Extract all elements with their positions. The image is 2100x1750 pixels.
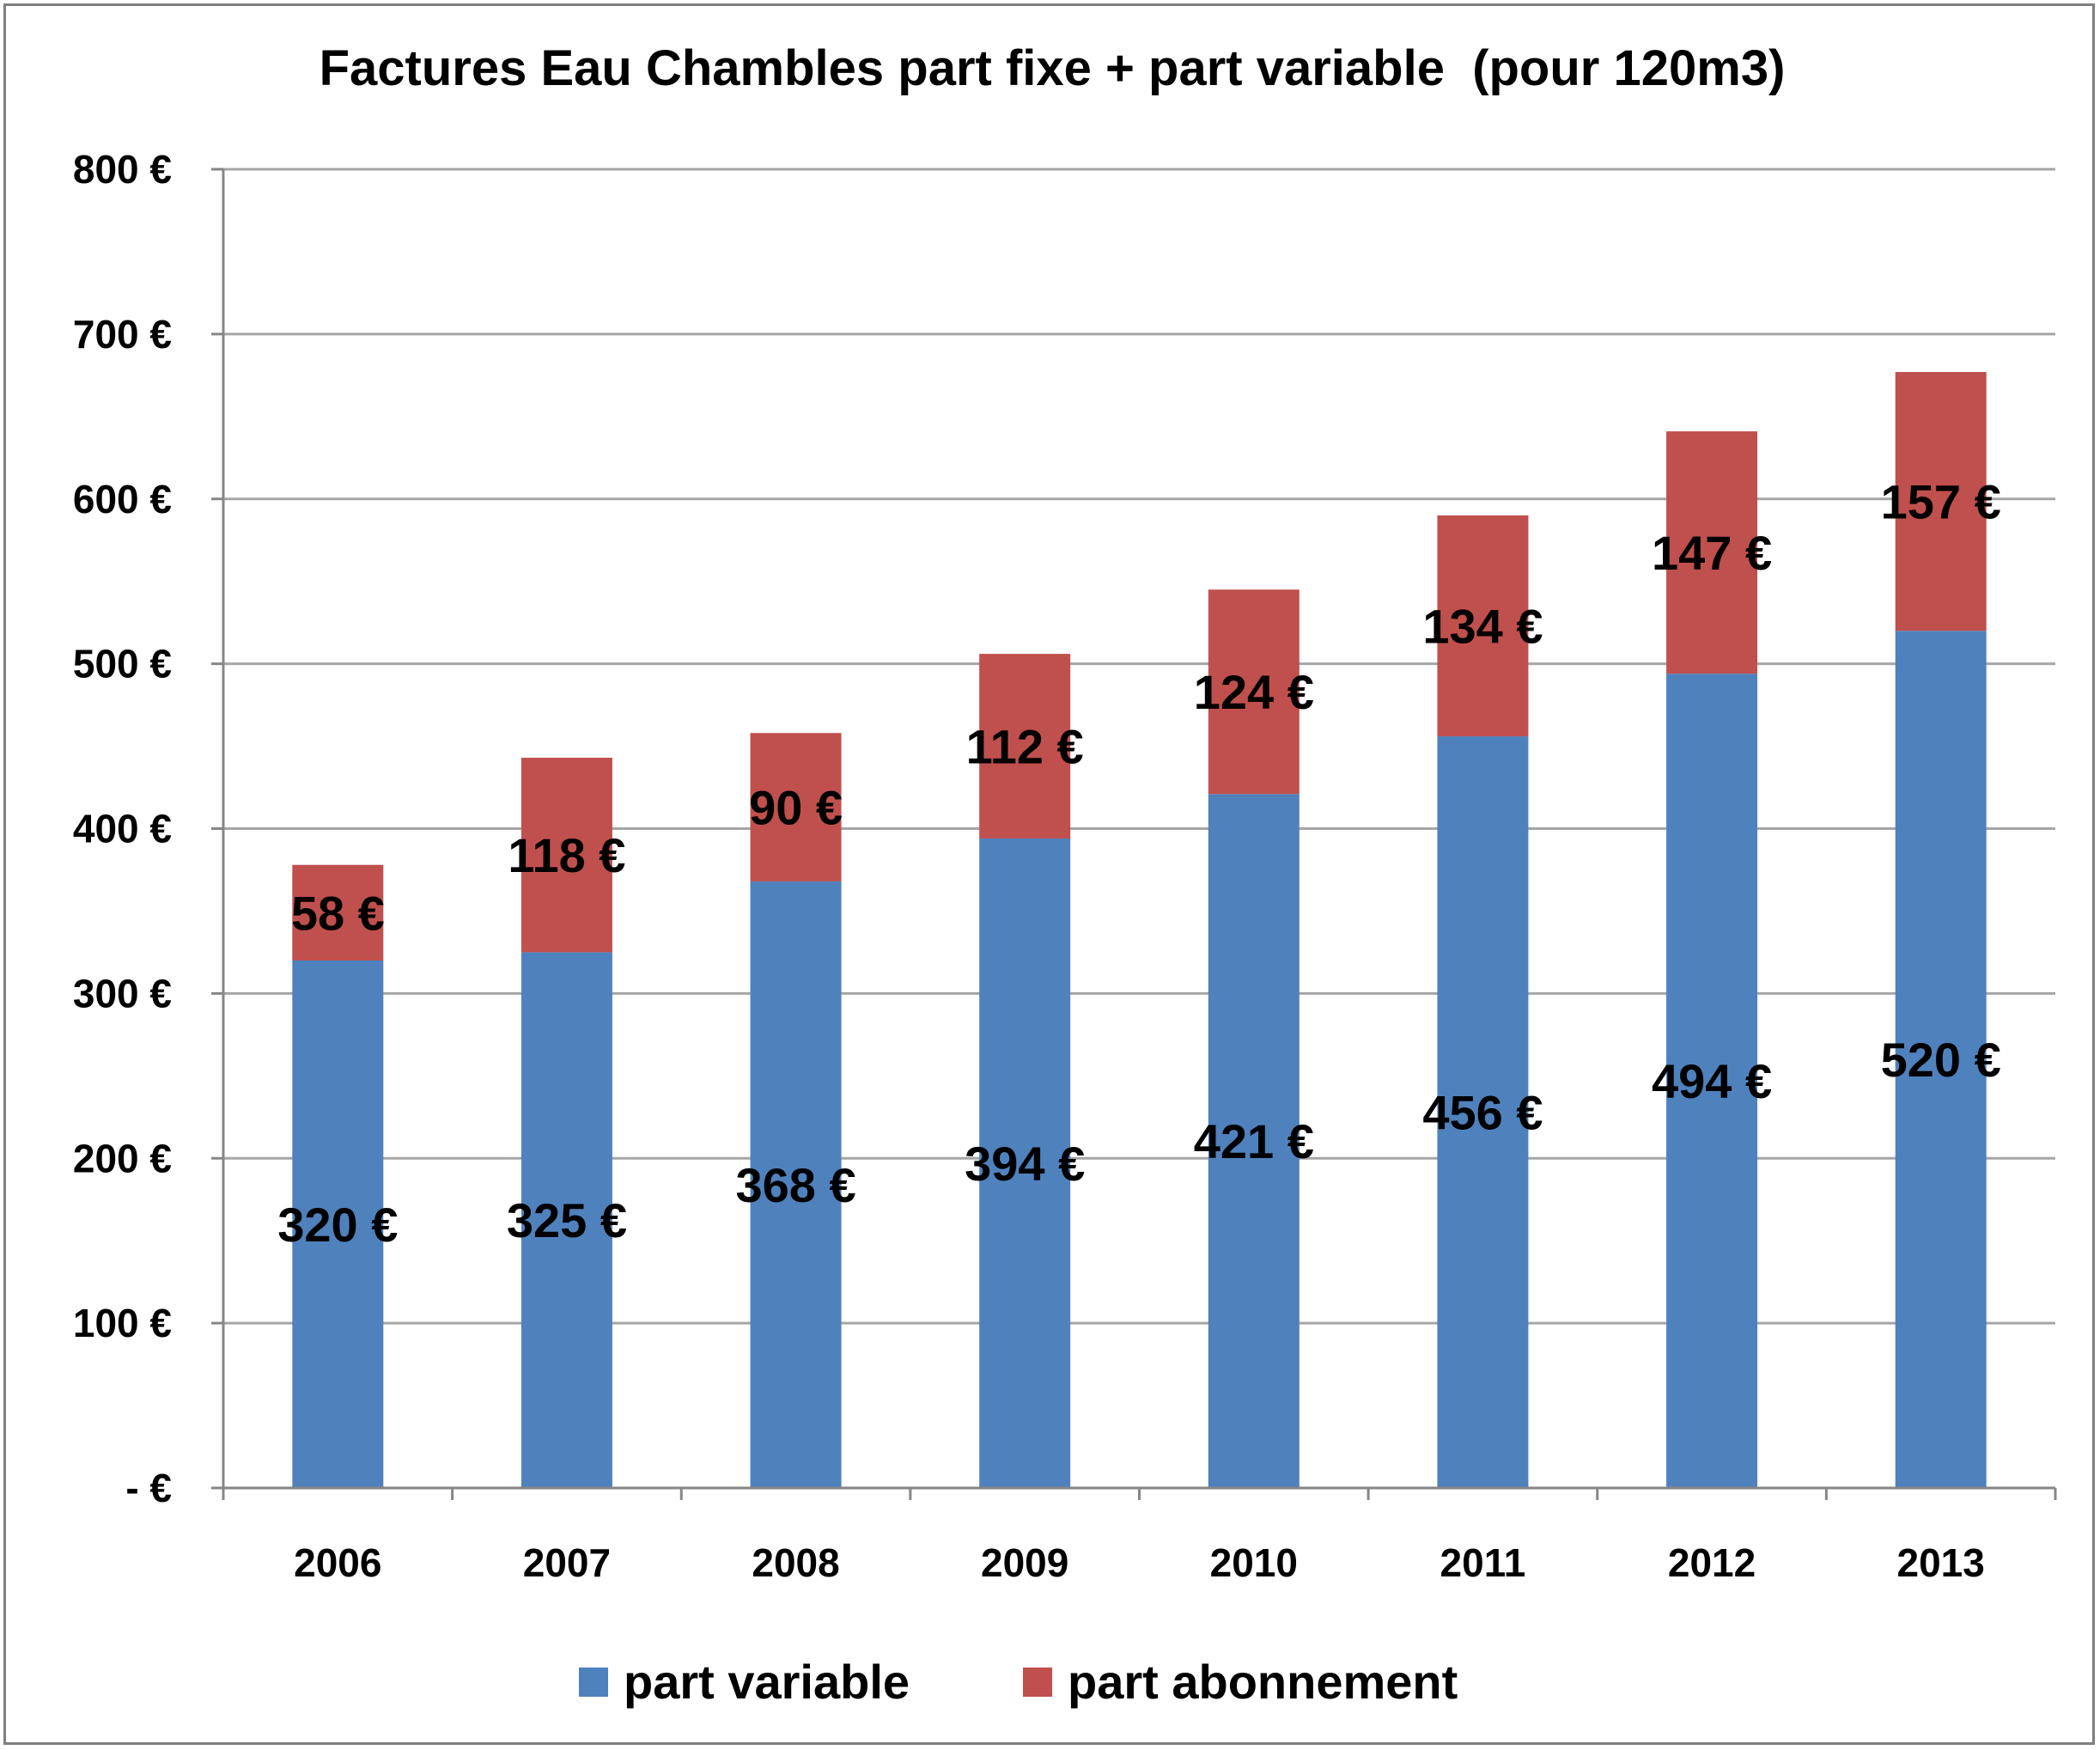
bar-variable-2008 xyxy=(750,881,842,1488)
x-tick-label: 2008 xyxy=(752,1540,839,1585)
data-label-abonnement-2011: 134 € xyxy=(1422,599,1543,653)
data-label-variable-2006: 320 € xyxy=(277,1198,398,1252)
y-tick-label: 600 € xyxy=(73,477,172,521)
data-labels: 320 € 58 € 325 € 118 € 368 € 90 € 394 € 112 € 42… xyxy=(277,475,2001,1252)
data-label-variable-2010: 421 € xyxy=(1194,1114,1314,1168)
legend-swatch-variable xyxy=(579,1668,608,1697)
x-tick-label: 2013 xyxy=(1897,1540,1985,1585)
y-tick-label: 200 € xyxy=(73,1136,172,1180)
x-tick-label: 2012 xyxy=(1668,1540,1756,1585)
y-tick-label: 100 € xyxy=(73,1301,172,1345)
y-tick-label: 400 € xyxy=(73,807,172,851)
data-label-abonnement-2013: 157 € xyxy=(1881,475,2001,529)
bar-abonnement-2013 xyxy=(1895,372,1987,631)
gridlines xyxy=(223,168,2055,1325)
bar-variable-2007 xyxy=(520,952,612,1488)
data-label-abonnement-2008: 90 € xyxy=(749,781,843,835)
y-tick-label: 300 € xyxy=(73,971,172,1015)
data-label-variable-2012: 494 € xyxy=(1652,1054,1772,1108)
data-label-abonnement-2010: 124 € xyxy=(1194,665,1314,719)
chart-frame: Factures Eau Chambles part fixe + part v… xyxy=(3,3,2095,1745)
data-label-abonnement-2007: 118 € xyxy=(508,828,625,882)
chart-title: Factures Eau Chambles part fixe + part v… xyxy=(320,40,1786,96)
legend: part variable part abonnement xyxy=(579,1655,1458,1709)
bar-variable-2011 xyxy=(1437,736,1529,1488)
legend-label-variable: part variable xyxy=(624,1655,910,1709)
legend-swatch-abonnement xyxy=(1023,1668,1052,1697)
data-label-variable-2007: 325 € xyxy=(507,1193,627,1247)
bar-abonnement-2011 xyxy=(1437,515,1529,737)
x-tick-label: 2006 xyxy=(294,1540,381,1585)
bar-abonnement-2007 xyxy=(520,757,612,953)
data-label-variable-2013: 520 € xyxy=(1881,1033,2001,1087)
bar-abonnement-2010 xyxy=(1208,589,1300,795)
bar-variable-2009 xyxy=(979,838,1071,1488)
chart: Factures Eau Chambles part fixe + part v… xyxy=(73,40,2057,1709)
legend-label-abonnement: part abonnement xyxy=(1068,1655,1458,1709)
x-tick-label: 2011 xyxy=(1440,1540,1526,1585)
x-tick-label: 2007 xyxy=(523,1540,611,1585)
tick-labels: - € 100 € 200 € 300 € 400 € 500 € 600 € 700 € 80… xyxy=(73,147,1985,1585)
data-label-abonnement-2006: 58 € xyxy=(291,886,385,940)
data-label-variable-2009: 394 € xyxy=(965,1137,1085,1191)
bar-variable-2013 xyxy=(1895,631,1987,1488)
data-label-variable-2011: 456 € xyxy=(1422,1086,1543,1140)
bar-variable-2010 xyxy=(1208,794,1300,1488)
axes xyxy=(211,168,2057,1500)
bar-abonnement-2009 xyxy=(979,654,1071,839)
data-label-abonnement-2012: 147 € xyxy=(1652,526,1772,580)
y-tick-label: 700 € xyxy=(73,312,172,357)
x-tick-label: 2009 xyxy=(981,1540,1068,1585)
bar-abonnement-2012 xyxy=(1666,431,1758,674)
x-tick-label: 2010 xyxy=(1210,1540,1298,1585)
y-tick-label: 800 € xyxy=(73,147,172,192)
y-tick-label: 500 € xyxy=(73,642,172,686)
bar-abonnement-2006 xyxy=(292,864,384,960)
bar-variable-2006 xyxy=(292,960,384,1488)
bar-abonnement-2008 xyxy=(750,733,842,881)
y-tick-label: - € xyxy=(125,1466,172,1510)
bars xyxy=(292,372,1987,1488)
bar-variable-2012 xyxy=(1666,674,1758,1488)
data-label-abonnement-2009: 112 € xyxy=(966,720,1084,774)
data-label-variable-2008: 368 € xyxy=(735,1158,855,1212)
